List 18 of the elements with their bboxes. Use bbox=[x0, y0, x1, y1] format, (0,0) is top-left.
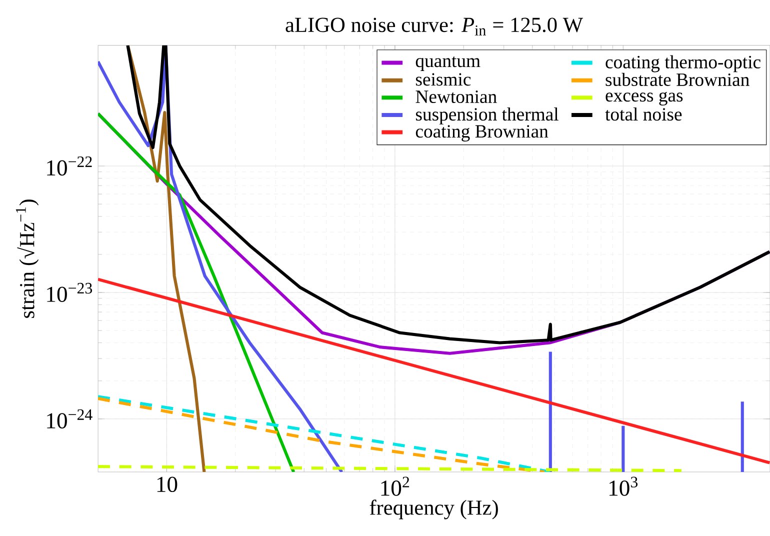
legend-label: excess gas bbox=[606, 92, 683, 106]
x-tick-label: 10 bbox=[157, 476, 178, 492]
chart-title: aLIGO noise curve: P$_{in}$ = 125.0 W bbox=[286, 18, 583, 36]
legend-label: suspension thermal bbox=[416, 107, 558, 124]
legend-label: coating thermo-optic bbox=[606, 55, 761, 72]
legend-label: substrate Brownian bbox=[606, 72, 750, 86]
y-tick-label: 10$^{−23}$ bbox=[47, 282, 92, 302]
y-tick-label: 10$^{−24}$ bbox=[47, 409, 92, 428]
legend-label: coating Brownian bbox=[416, 125, 548, 142]
x-tick-label: 10$^{3}$ bbox=[610, 476, 638, 496]
legend-label: quantum bbox=[416, 56, 480, 71]
y-axis-title: strain (√Hz$^{−1}$) bbox=[16, 200, 39, 318]
legend-label: Newtonian bbox=[416, 90, 497, 104]
legend-label: seismic bbox=[416, 73, 471, 86]
legend-label: total noise bbox=[605, 107, 682, 121]
x-axis-title: frequency (Hz) bbox=[370, 500, 498, 520]
y-tick-label: 10$^{−22}$ bbox=[47, 156, 92, 176]
x-tick-label: 10$^{2}$ bbox=[381, 476, 410, 496]
